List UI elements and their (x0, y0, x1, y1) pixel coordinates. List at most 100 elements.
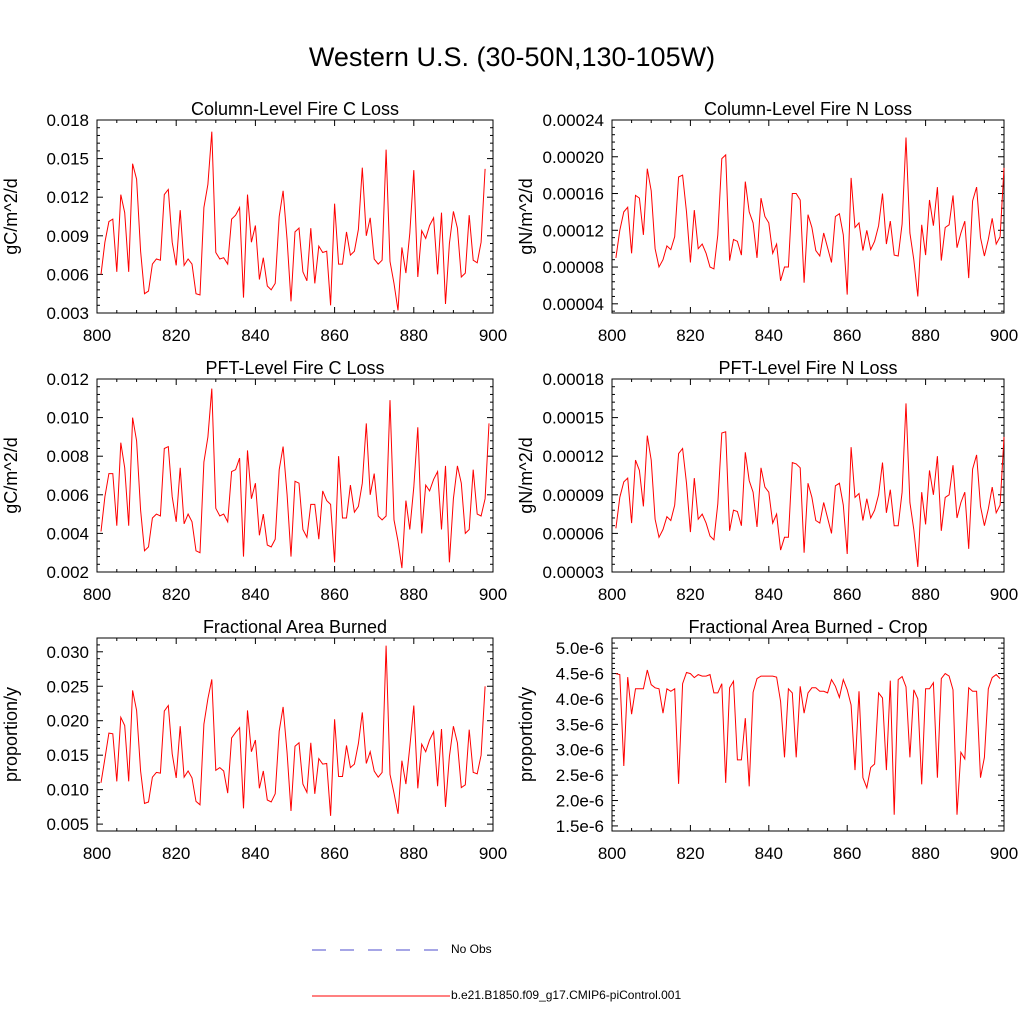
x-tick-label: 900 (479, 844, 507, 863)
panel-title: PFT-Level Fire C Loss (205, 358, 384, 378)
y-tick-label: 0.010 (46, 781, 89, 800)
x-tick-label: 800 (83, 844, 111, 863)
x-tick-label: 840 (755, 844, 783, 863)
x-tick-label: 880 (400, 585, 428, 604)
y-tick-label: 3.0e-6 (556, 741, 604, 760)
y-tick-label: 0.008 (46, 447, 89, 466)
x-tick-label: 900 (479, 326, 507, 345)
y-tick-label: 0.005 (46, 815, 89, 834)
panel-title: Fractional Area Burned - Crop (688, 617, 927, 637)
panel-3: PFT-Level Fire C Loss gC/m^2/d 800 820 840 86… (1, 358, 507, 604)
y-tick-label: 0.00003 (543, 563, 604, 582)
y-tick-label: 0.010 (46, 409, 89, 428)
x-tick-label: 840 (755, 585, 783, 604)
y-tick-label: 0.00024 (543, 111, 604, 130)
x-tick-label: 820 (162, 326, 190, 345)
panel-title: PFT-Level Fire N Loss (718, 358, 897, 378)
x-tick-label: 820 (676, 585, 704, 604)
y-tick-label: 0.00012 (543, 447, 604, 466)
series-line (615, 137, 1005, 297)
y-tick-label: 4.5e-6 (556, 665, 604, 684)
x-tick-label: 860 (320, 326, 348, 345)
legend-model-label: b.e21.B1850.f09_g17.CMIP6-piControl.001 (451, 988, 682, 1002)
y-tick-label: 0.00016 (543, 185, 604, 204)
x-tick-label: 880 (911, 585, 939, 604)
y-tick-label: 0.00004 (543, 295, 604, 314)
x-tick-label: 820 (162, 585, 190, 604)
y-tick-label: 0.018 (46, 111, 89, 130)
y-tick-label: 0.00009 (543, 486, 604, 505)
panel-2: Column-Level Fire N Loss gN/m^2/d 800 820 84… (516, 99, 1018, 345)
y-tick-label: 0.020 (46, 712, 89, 731)
x-tick-label: 800 (83, 585, 111, 604)
panel-title: Column-Level Fire N Loss (704, 99, 912, 119)
panel-5: Fractional Area Burned proportion/y 800 820… (1, 617, 507, 863)
y-tick-label: 0.006 (46, 486, 89, 505)
y-tick-label: 5.0e-6 (556, 639, 604, 658)
page-title: Western U.S. (30-50N,130-105W) (308, 42, 716, 72)
panel-title: Column-Level Fire C Loss (191, 99, 399, 119)
x-tick-label: 840 (241, 844, 269, 863)
series-line (615, 403, 1005, 567)
panel-6: Fractional Area Burned - Crop proportion/… (516, 617, 1018, 863)
y-axis-label: proportion/y (516, 687, 536, 782)
x-tick-label: 860 (320, 844, 348, 863)
x-tick-label: 900 (990, 585, 1018, 604)
x-tick-label: 820 (676, 844, 704, 863)
y-tick-label: 0.030 (46, 643, 89, 662)
legend-obs-label: No Obs (451, 942, 492, 956)
y-tick-label: 0.009 (46, 227, 89, 246)
panel-1: Column-Level Fire C Loss gC/m^2/d 800 820 84… (1, 99, 507, 345)
y-tick-label: 0.004 (46, 524, 89, 543)
x-tick-label: 900 (479, 585, 507, 604)
series-line (100, 131, 486, 311)
x-tick-label: 860 (833, 326, 861, 345)
x-tick-label: 800 (598, 326, 626, 345)
x-tick-label: 880 (911, 844, 939, 863)
x-tick-label: 820 (162, 844, 190, 863)
y-tick-label: 0.006 (46, 265, 89, 284)
y-tick-label: 0.00018 (543, 370, 604, 389)
y-tick-label: 0.012 (46, 370, 89, 389)
y-axis-label: gN/m^2/d (516, 437, 536, 513)
x-tick-label: 800 (598, 585, 626, 604)
y-tick-label: 1.5e-6 (556, 817, 604, 836)
series-line (615, 669, 1001, 815)
series-line (100, 388, 490, 569)
y-tick-label: 0.00012 (543, 221, 604, 240)
x-tick-label: 860 (833, 585, 861, 604)
x-tick-label: 840 (755, 326, 783, 345)
panel-4: PFT-Level Fire N Loss gN/m^2/d 800 820 840 86… (516, 358, 1018, 604)
x-tick-label: 820 (676, 326, 704, 345)
y-tick-label: 2.0e-6 (556, 792, 604, 811)
x-tick-label: 800 (83, 326, 111, 345)
y-tick-label: 3.5e-6 (556, 715, 604, 734)
x-tick-label: 880 (400, 326, 428, 345)
y-tick-label: 0.00015 (543, 409, 604, 428)
x-tick-label: 840 (241, 326, 269, 345)
y-tick-label: 0.00006 (543, 524, 604, 543)
y-tick-label: 0.012 (46, 188, 89, 207)
panel-title: Fractional Area Burned (203, 617, 387, 637)
y-tick-label: 0.025 (46, 677, 89, 696)
y-tick-label: 0.015 (46, 150, 89, 169)
x-tick-label: 860 (320, 585, 348, 604)
y-tick-label: 0.002 (46, 563, 89, 582)
x-tick-label: 840 (241, 585, 269, 604)
y-tick-label: 0.00008 (543, 258, 604, 277)
x-tick-label: 800 (598, 844, 626, 863)
x-tick-label: 860 (833, 844, 861, 863)
x-tick-label: 900 (990, 844, 1018, 863)
y-tick-label: 2.5e-6 (556, 766, 604, 785)
series-line (100, 645, 486, 816)
y-tick-label: 4.0e-6 (556, 690, 604, 709)
y-tick-label: 0.003 (46, 304, 89, 323)
x-tick-label: 900 (990, 326, 1018, 345)
x-tick-label: 880 (911, 326, 939, 345)
x-tick-label: 880 (400, 844, 428, 863)
y-axis-label: gC/m^2/d (1, 437, 21, 513)
y-tick-label: 0.015 (46, 746, 89, 765)
y-axis-label: gC/m^2/d (1, 178, 21, 254)
